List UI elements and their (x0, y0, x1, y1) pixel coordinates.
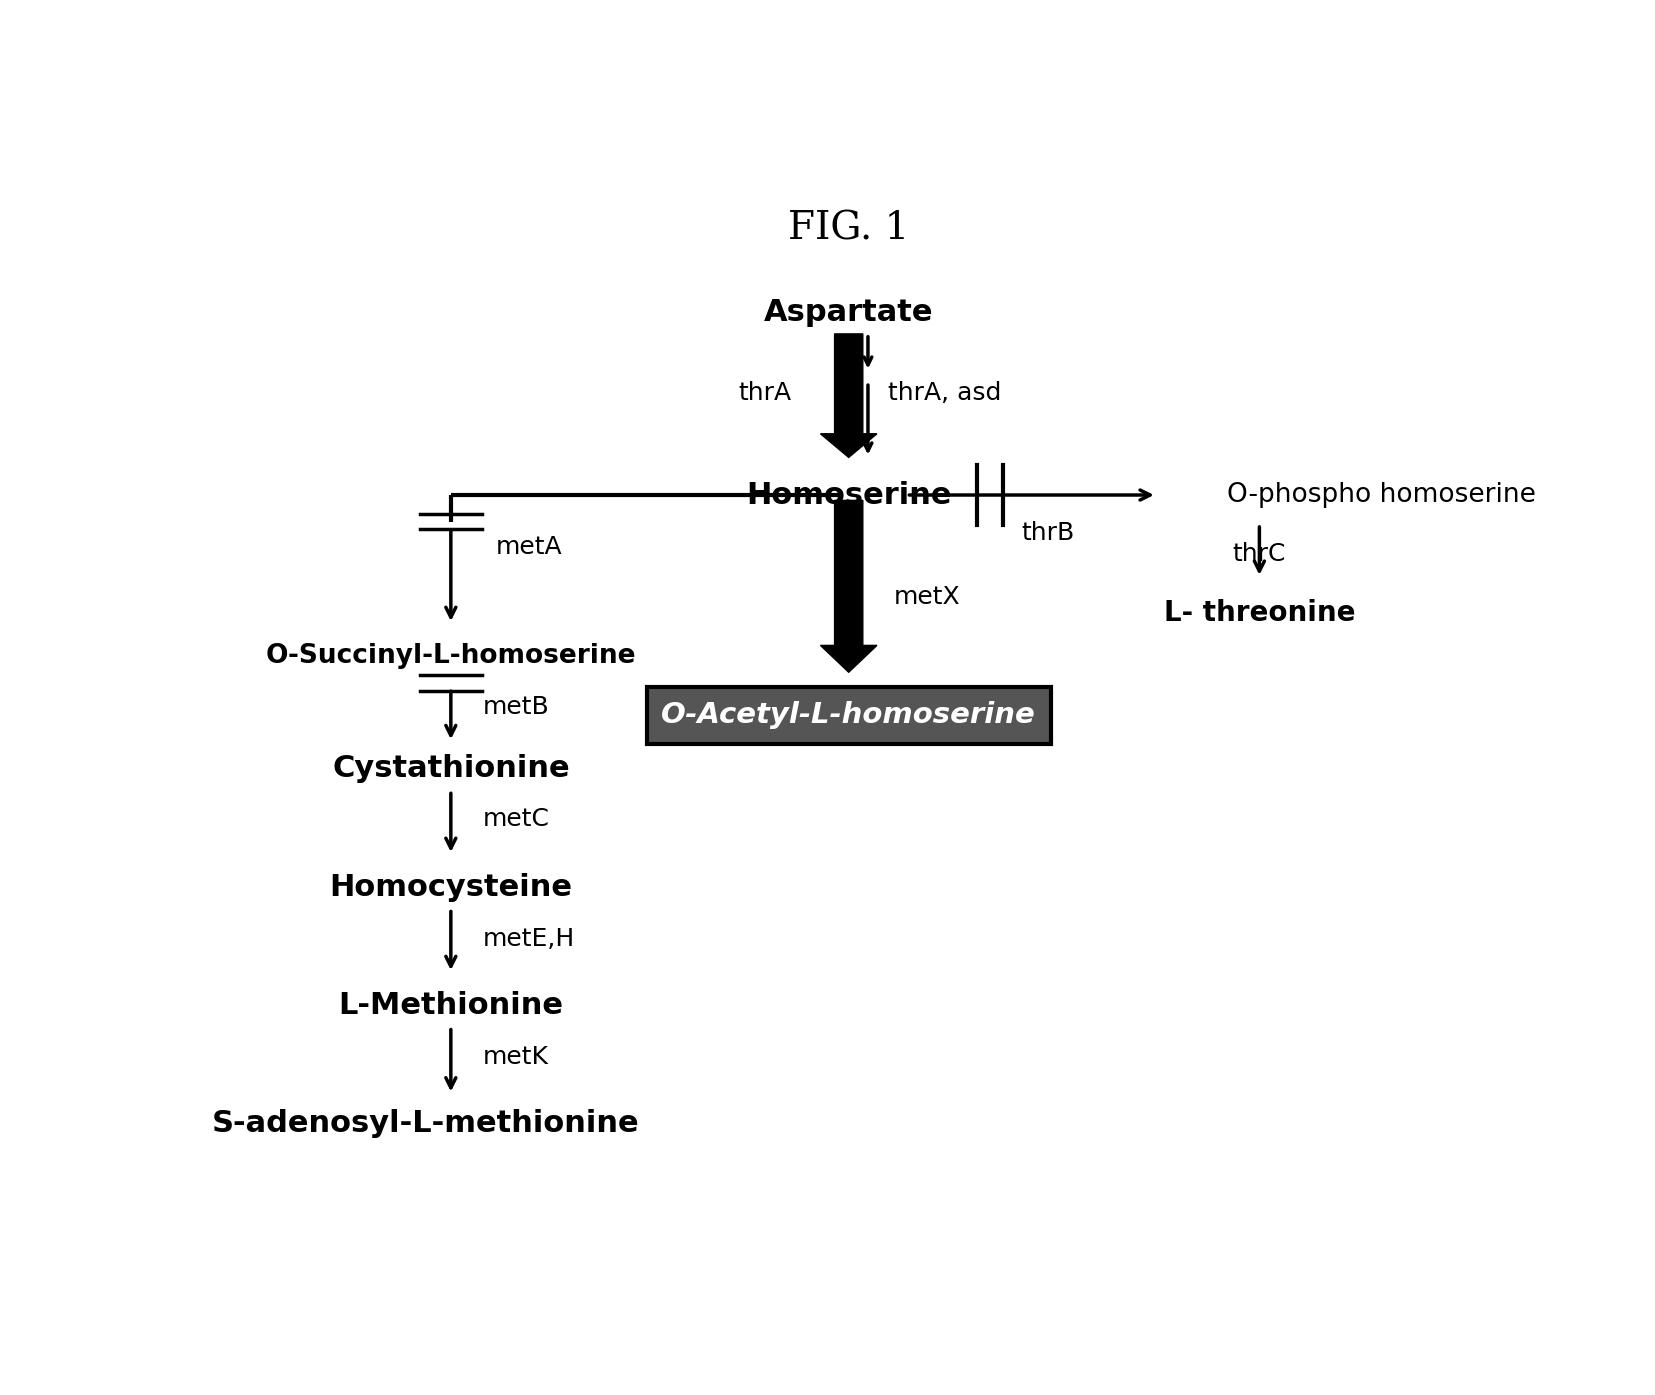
Text: metC: metC (483, 808, 549, 831)
Text: Aspartate: Aspartate (763, 299, 933, 326)
Text: metX: metX (894, 585, 960, 610)
FancyArrow shape (819, 501, 877, 672)
Text: O-Succinyl-L-homoserine: O-Succinyl-L-homoserine (265, 643, 636, 670)
Text: metE,H: metE,H (483, 926, 574, 950)
Text: thrA: thrA (738, 381, 791, 405)
Text: L-Methionine: L-Methionine (338, 990, 563, 1020)
Text: thrC: thrC (1231, 543, 1286, 566)
Text: Homoserine: Homoserine (745, 480, 952, 509)
Text: Homocysteine: Homocysteine (329, 873, 573, 901)
Text: metB: metB (483, 695, 549, 718)
FancyArrow shape (819, 333, 877, 458)
Text: Cystathionine: Cystathionine (333, 755, 569, 784)
Text: S-adenosyl-L-methionine: S-adenosyl-L-methionine (212, 1109, 639, 1138)
Text: L- threonine: L- threonine (1163, 600, 1354, 628)
Text: FIG. 1: FIG. 1 (788, 211, 909, 247)
Text: metK: metK (483, 1045, 548, 1069)
Text: thrA, asd: thrA, asd (887, 381, 1001, 405)
Text: metA: metA (495, 534, 563, 558)
Text: O-Acetyl-L-homoserine: O-Acetyl-L-homoserine (660, 702, 1036, 730)
Text: thrB: thrB (1021, 520, 1074, 544)
Text: O-phospho homoserine: O-phospho homoserine (1226, 483, 1536, 508)
